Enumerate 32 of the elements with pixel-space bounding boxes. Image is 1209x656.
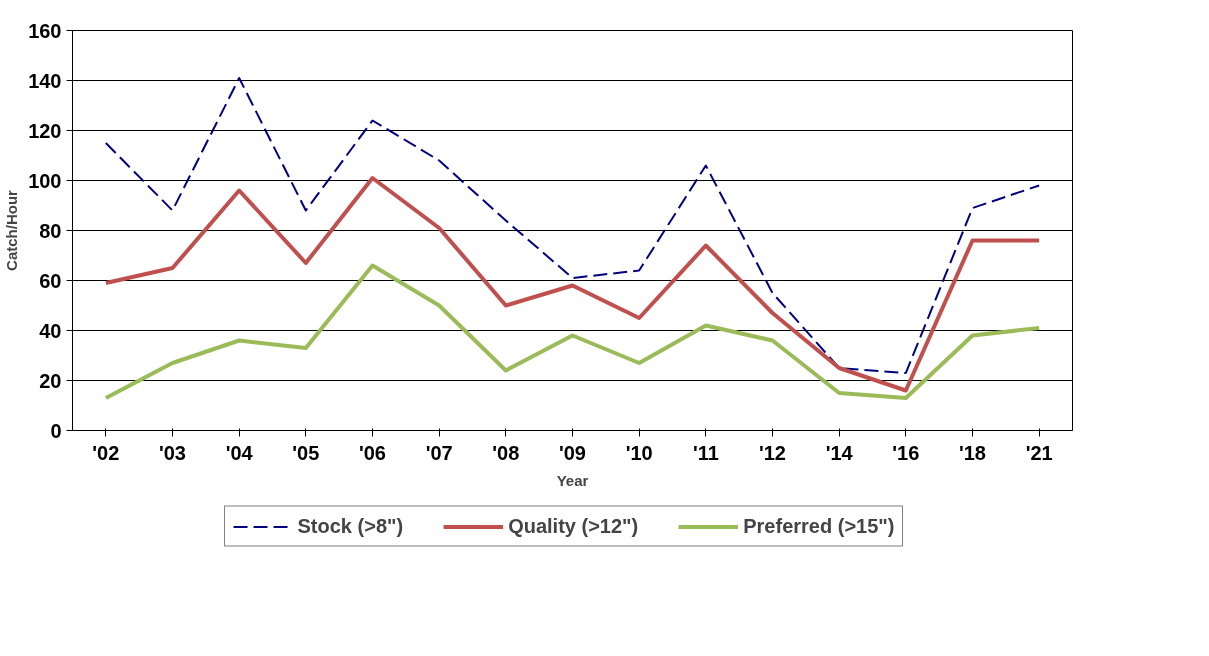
x-tick-label: '12 (759, 441, 787, 464)
x-tick-label: '04 (225, 441, 254, 464)
x-tick-label: '02 (92, 441, 120, 464)
x-axis-title: Year (556, 471, 589, 489)
x-tick-label: '03 (159, 441, 187, 464)
x-tick-label: '10 (625, 441, 653, 464)
x-tick-label: '08 (492, 441, 520, 464)
y-tick-label: 100 (28, 169, 62, 192)
y-tick-label: 80 (39, 219, 62, 242)
line-series (103, 263, 1042, 400)
x-tick-label: '14 (825, 441, 854, 464)
line-series (103, 176, 1042, 393)
x-tick-label: '11 (692, 441, 719, 464)
legend-label: Preferred (>15") (743, 514, 895, 538)
x-tick-label: '05 (292, 441, 320, 464)
y-axis-title: Catch/Hour (3, 189, 21, 271)
x-tick-label: '09 (559, 441, 587, 464)
y-tick-label: 40 (39, 319, 62, 342)
y-tick-label: 0 (50, 419, 62, 442)
y-tick-label: 140 (28, 69, 62, 92)
y-tick-label: 20 (39, 369, 62, 392)
x-tick-label: '18 (959, 441, 987, 464)
x-tick-label: '07 (425, 441, 453, 464)
legend-label: Quality (>12") (508, 514, 639, 538)
line-series (104, 77, 1041, 374)
x-tick-label: '16 (892, 441, 920, 464)
y-tick-label: 160 (28, 19, 62, 42)
x-tick-label: '21 (1025, 441, 1053, 464)
legend-label: Stock (>8") (297, 514, 404, 538)
x-tick-label: '06 (359, 441, 387, 464)
y-tick-label: 120 (28, 119, 62, 142)
y-tick-label: 60 (39, 269, 62, 292)
